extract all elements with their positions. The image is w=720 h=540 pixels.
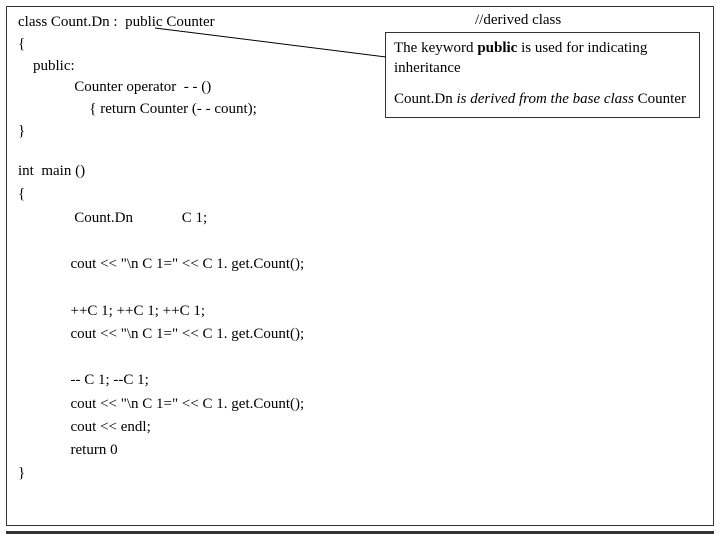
italic-text: is derived from xyxy=(457,91,547,107)
code-block-class: class Count.Dn : public Counter { public… xyxy=(18,12,257,143)
text: The keyword xyxy=(394,40,477,56)
code-block-main: int main () { Count.Dn C 1; cout << "\n … xyxy=(18,160,304,486)
text: Count.Dn xyxy=(394,91,457,107)
keyword-public: public xyxy=(477,40,517,56)
info-paragraph-1: The keyword public is used for indicatin… xyxy=(394,38,691,79)
info-box: The keyword public is used for indicatin… xyxy=(385,32,700,118)
slide-underline xyxy=(6,531,714,534)
code-comment: //derived class xyxy=(475,12,561,29)
info-paragraph-2: Count.Dn is derived from the base class … xyxy=(394,89,691,109)
italic-text: the base class xyxy=(547,91,634,107)
text: Counter xyxy=(634,91,686,107)
